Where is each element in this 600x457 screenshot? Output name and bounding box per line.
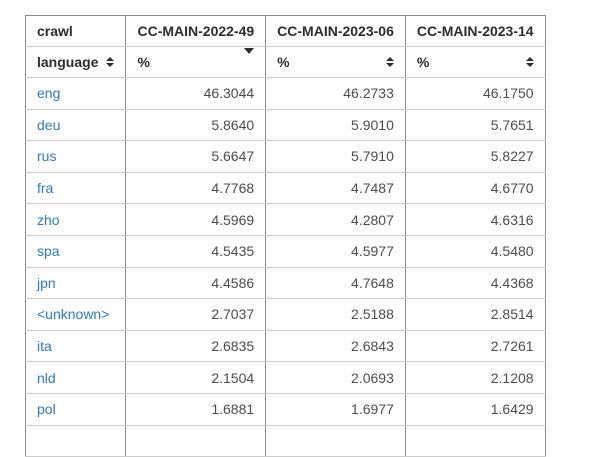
language-link[interactable]: jpn	[37, 274, 56, 291]
percent-cell: 4.2807	[265, 203, 406, 236]
percent-cell: 5.7651	[404, 109, 546, 142]
percent-cell: 4.7768	[125, 172, 266, 205]
sort-both-icon	[525, 57, 534, 67]
language-link[interactable]: ita	[37, 338, 52, 355]
table-row: <unknown> 2.7037 2.5188 2.8514	[24, 298, 546, 331]
percent-cell: 2.0693	[265, 361, 406, 394]
percent-cell: 5.7910	[265, 140, 406, 173]
table-row: zho 4.5969 4.2807 4.6316	[24, 203, 546, 236]
language-link[interactable]: nld	[37, 369, 56, 386]
percent-cell: 4.7487	[265, 172, 406, 205]
crawl-column-header-2023-14: CC-MAIN-2023-14	[404, 15, 546, 47]
language-link[interactable]: pol	[37, 401, 56, 418]
percent-cell: 2.8514	[404, 298, 546, 331]
sort-both-icon	[106, 57, 115, 67]
percent-cell: 4.5977	[265, 235, 406, 268]
percent-cell: 5.8227	[404, 140, 546, 173]
sort-both-icon	[385, 57, 394, 67]
percent-cell: 5.8640	[125, 109, 266, 142]
language-link[interactable]: eng	[37, 85, 61, 102]
percent-sort-header-1[interactable]: %	[125, 46, 266, 78]
table-row-partial	[24, 425, 546, 457]
crawl-header: crawl	[24, 15, 126, 47]
percent-cell: 46.3044	[125, 77, 266, 110]
percent-cell: 5.9010	[265, 109, 406, 142]
percent-header-label: %	[137, 54, 150, 70]
percent-cell: 4.5969	[125, 203, 266, 236]
percent-sort-header-3[interactable]: %	[404, 46, 546, 78]
percent-cell: 46.1750	[404, 77, 546, 110]
percent-cell: 4.6316	[404, 203, 546, 236]
percent-cell: 2.6835	[125, 330, 266, 363]
table-row: nld 2.1504 2.0693 2.1208	[24, 361, 546, 394]
table-row: eng 46.3044 46.2733 46.1750	[24, 77, 546, 110]
language-link[interactable]: rus	[37, 148, 57, 165]
percent-cell: 2.7261	[404, 330, 546, 363]
language-sort-header[interactable]: language	[24, 46, 126, 78]
language-link[interactable]: zho	[37, 211, 60, 228]
language-stats-table: crawl CC-MAIN-2022-49 CC-MAIN-2023-06 CC…	[24, 15, 546, 457]
crawl-column-header-2022-49: CC-MAIN-2022-49	[125, 15, 266, 47]
percent-cell: 5.6647	[125, 140, 266, 173]
table-row: ita 2.6835 2.6843 2.7261	[24, 330, 546, 363]
percent-cell: 46.2733	[265, 77, 406, 110]
percent-cell: 2.1208	[404, 361, 546, 394]
language-link[interactable]: deu	[37, 116, 61, 133]
percent-cell: 2.5188	[265, 298, 406, 331]
table-row: jpn 4.4586 4.7648 4.4368	[24, 267, 546, 300]
crawl-column-header-2023-06: CC-MAIN-2023-06	[265, 15, 406, 47]
percent-cell: 4.5435	[125, 235, 266, 268]
language-link[interactable]: <unknown>	[37, 306, 110, 323]
percent-cell: 4.4368	[404, 267, 546, 300]
percent-cell: 1.6429	[404, 393, 546, 426]
table-row: rus 5.6647 5.7910 5.8227	[24, 140, 546, 173]
percent-cell: 2.7037	[125, 298, 266, 331]
table-row: spa 4.5435 4.5977 4.5480	[24, 235, 546, 268]
table-row: deu 5.8640 5.9010 5.7651	[24, 109, 546, 142]
table-row: pol 1.6881 1.6977 1.6429	[24, 393, 546, 426]
language-link[interactable]: spa	[37, 243, 60, 260]
sort-header-row: language % % %	[24, 46, 546, 78]
percent-cell: 2.6843	[265, 330, 406, 363]
sort-desc-icon	[244, 48, 255, 70]
percent-cell: 4.5480	[404, 235, 546, 268]
table-row: fra 4.7768 4.7487 4.6770	[24, 172, 546, 205]
percent-sort-header-2[interactable]: %	[265, 46, 406, 78]
percent-header-label: %	[277, 54, 290, 70]
percent-cell: 1.6977	[265, 393, 406, 426]
percent-cell: 2.1504	[125, 361, 266, 394]
language-link[interactable]: fra	[37, 180, 54, 197]
percent-cell: 4.6770	[404, 172, 546, 205]
percent-cell: 4.4586	[125, 267, 266, 300]
percent-header-label: %	[416, 54, 430, 70]
language-header-label: language	[37, 54, 99, 70]
crawl-header-row: crawl CC-MAIN-2022-49 CC-MAIN-2023-06 CC…	[24, 15, 546, 47]
percent-cell: 1.6881	[125, 393, 266, 426]
percent-cell: 4.7648	[265, 267, 406, 300]
